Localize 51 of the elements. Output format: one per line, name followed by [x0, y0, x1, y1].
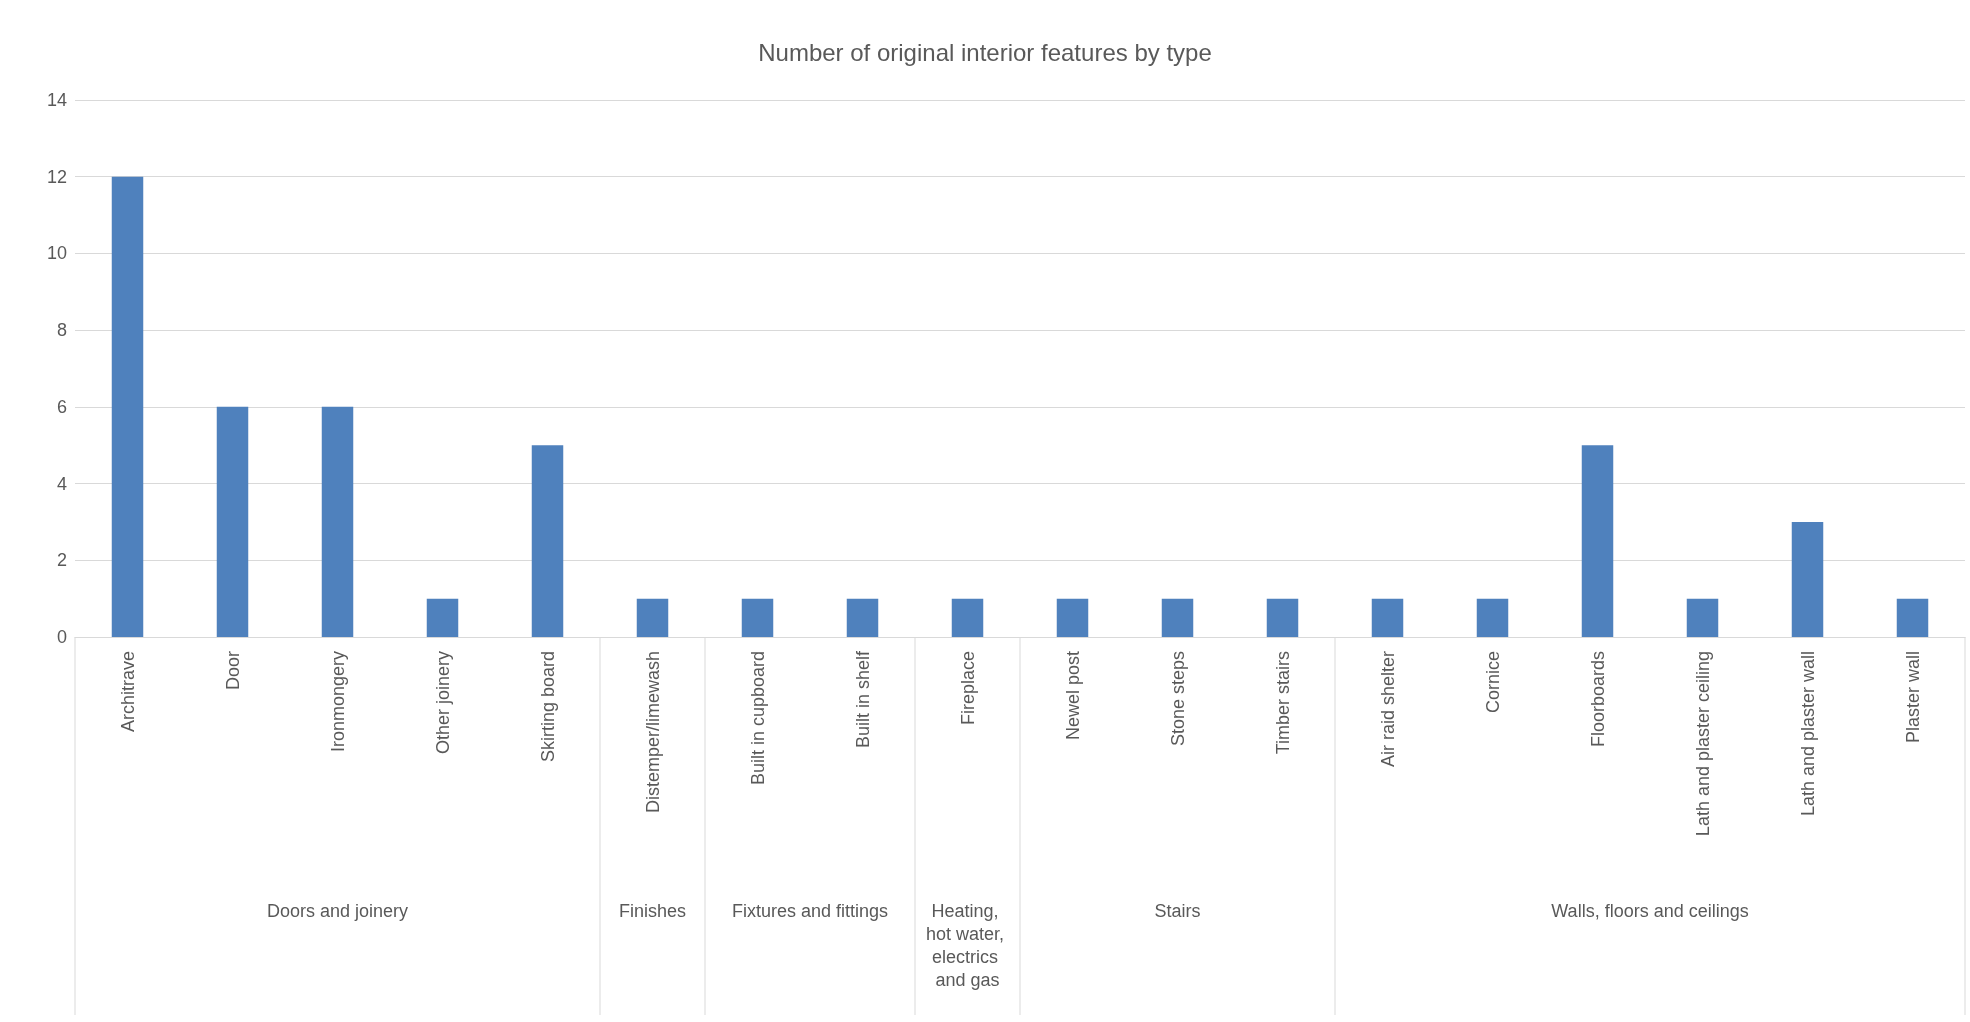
x-tick-label: Skirting board — [537, 651, 558, 763]
chart-title: Number of original interior features by type — [758, 38, 1212, 66]
x-tick-label: Fireplace — [957, 651, 978, 726]
bar — [321, 406, 354, 637]
bar — [531, 445, 564, 637]
x-tick-label: Air raid shelter — [1377, 651, 1398, 768]
y-tick-label: 14 — [46, 90, 67, 110]
y-tick-label: 10 — [46, 243, 67, 264]
x-tick-label: Architrave — [117, 651, 138, 733]
bar — [1581, 445, 1614, 637]
text: Heating, hot water, electrics and gas — [925, 900, 1010, 990]
bar — [216, 406, 249, 637]
bar — [1056, 598, 1089, 637]
text: Doors and joinery — [266, 900, 409, 921]
bar — [1371, 598, 1404, 637]
x-tick-label: Stone steps — [1167, 651, 1188, 747]
text: Fixtures and fittings — [731, 900, 889, 921]
x-tick-label: Built in cupboard — [747, 651, 768, 786]
x-tick-label: Floorboards — [1587, 651, 1608, 748]
x-tick-label: Ironmongery — [327, 651, 348, 753]
y-tick-label: 8 — [56, 320, 67, 341]
bar — [741, 598, 774, 637]
x-tick-label: Other joinery — [432, 651, 453, 755]
y-tick-label: 12 — [46, 166, 67, 187]
bar — [951, 598, 984, 637]
bar — [636, 598, 669, 637]
x-tick-label: Cornice — [1482, 651, 1503, 714]
bar — [426, 598, 459, 637]
text: Walls, floors and ceilings — [1551, 900, 1749, 921]
x-tick-label: Plaster wall — [1902, 651, 1923, 744]
text: Finishes — [618, 900, 687, 921]
x-tick-label: Lath and plaster wall — [1797, 651, 1818, 817]
bar — [1161, 598, 1194, 637]
x-tick-label: Distemper/limewash — [642, 651, 663, 814]
bar — [1791, 521, 1824, 637]
text: Stairs — [1154, 900, 1201, 921]
x-tick-label: Lath and plaster ceiling — [1692, 651, 1713, 837]
x-tick-label: Timber stairs — [1272, 651, 1293, 755]
bar — [111, 176, 144, 637]
y-tick-label: 0 — [56, 627, 67, 647]
y-tick-label: 2 — [56, 550, 67, 571]
bar — [1266, 598, 1299, 637]
y-tick-label: 6 — [56, 396, 67, 417]
bar — [1686, 598, 1719, 637]
y-tick-label: 4 — [56, 473, 67, 494]
bar — [1476, 598, 1509, 637]
x-tick-label: Built in shelf — [852, 650, 873, 749]
bar — [846, 598, 879, 637]
x-tick-label: Door — [222, 651, 243, 691]
x-tick-label: Newel post — [1062, 651, 1083, 741]
bar — [1896, 598, 1929, 637]
